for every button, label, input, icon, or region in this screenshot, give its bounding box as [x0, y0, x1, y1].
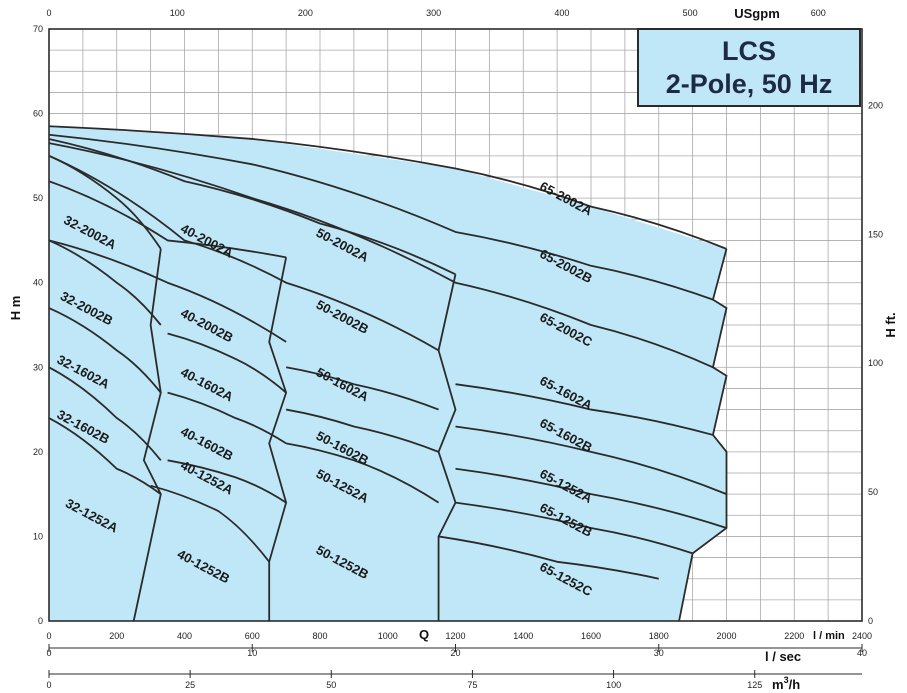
tick-label-lmin: 200 — [109, 631, 124, 641]
tick-label-lmin: 2200 — [784, 631, 804, 641]
tick-label-m3h: 50 — [326, 680, 336, 690]
tick-label-hft: 0 — [868, 616, 873, 626]
chart-title: LCS — [722, 35, 776, 66]
pump-curve-40-2002A — [48, 180, 287, 259]
tick-label-usgpm: 100 — [170, 8, 185, 18]
unit-usgpm: USgpm — [734, 6, 780, 21]
tick-label-m3h: 75 — [467, 680, 477, 690]
tick-label-lmin: 600 — [245, 631, 260, 641]
tick-label-hm: 10 — [33, 531, 43, 541]
coverage-area — [49, 126, 727, 621]
pump-curves — [48, 125, 728, 622]
tick-label-usgpm: 400 — [554, 8, 569, 18]
tick-label-m3h: 125 — [747, 680, 762, 690]
tick-label-lmin: 800 — [312, 631, 327, 641]
tick-label-usgpm: 300 — [426, 8, 441, 18]
pump-curve-40-1252A — [167, 459, 287, 504]
pump-curve-65-1602B — [455, 425, 727, 495]
pump-curve-65-1252A — [455, 467, 727, 529]
pump-curve-50-1602A — [285, 366, 439, 411]
pump-curve-50-2002A — [48, 138, 456, 276]
tick-label-lmin: 400 — [177, 631, 192, 641]
pump-curve-65-2002B — [48, 133, 714, 301]
tick-label-usgpm: 500 — [683, 8, 698, 18]
tick-label-hft: 150 — [868, 229, 883, 239]
tick-label-lmin: 1400 — [513, 631, 533, 641]
pump-curve-40-1252B — [150, 484, 270, 563]
tick-label-lmin: 1000 — [378, 631, 398, 641]
tick-label-lsec: 0 — [46, 648, 51, 658]
unit-lsec: l / sec — [765, 649, 801, 664]
tick-label-hm: 40 — [33, 278, 43, 288]
tick-label-hft: 200 — [868, 100, 883, 110]
tick-label-m3h: 0 — [46, 680, 51, 690]
tick-label-lmin: 1200 — [445, 631, 465, 641]
unit-m3h: m3/h — [772, 675, 800, 692]
tick-label-usgpm: 0 — [46, 8, 51, 18]
pump-curve-40-1602B — [167, 391, 287, 445]
pump-curve-40-2002B — [48, 239, 287, 343]
y-axis-title-left: H m — [8, 296, 23, 321]
tick-label-lsec: 30 — [654, 648, 664, 658]
unit-lmin: l / min — [813, 630, 845, 642]
q-marker-label: Q — [419, 627, 429, 642]
tick-label-usgpm: 200 — [298, 8, 313, 18]
coverage-fill — [49, 126, 727, 621]
tick-label-usgpm: 600 — [811, 8, 826, 18]
tick-label-lsec: 10 — [247, 648, 257, 658]
tick-label-hm: 30 — [33, 362, 43, 372]
pump-curve-32-2002A — [48, 155, 162, 250]
tick-label-hm: 70 — [33, 24, 43, 34]
size-boundary — [678, 248, 728, 622]
tick-label-lsec: 20 — [450, 648, 460, 658]
pump-curve-32-1602A — [48, 307, 162, 394]
pump-curve-65-1252B — [455, 501, 693, 555]
tick-label-lmin: 1600 — [581, 631, 601, 641]
pump-curve-65-1602A — [455, 383, 714, 436]
plot-frame — [48, 28, 863, 622]
y-axis-title-right: H ft. — [883, 312, 898, 337]
tick-label-lmin: 0 — [46, 631, 51, 641]
pump-curve-40-1602A — [167, 332, 287, 394]
pump-curve-50-1602B — [285, 408, 439, 453]
tick-label-m3h: 25 — [185, 680, 195, 690]
chart-title-box: LCS 2-Pole, 50 Hz — [637, 28, 861, 107]
pump-curve-65-1252C — [438, 535, 659, 580]
size-boundary — [132, 248, 162, 622]
chart-subtitle: 2-Pole, 50 Hz — [665, 68, 833, 99]
pump-curve-65-2002C — [48, 142, 714, 369]
pump-curve-32-2002B — [48, 239, 162, 326]
tick-label-hft: 50 — [868, 487, 878, 497]
pump-curve-32-1252A — [48, 417, 162, 495]
tick-label-lmin: 1800 — [649, 631, 669, 641]
tick-label-lsec: 40 — [857, 648, 867, 658]
tick-label-hft: 100 — [868, 358, 883, 368]
tick-label-hm: 50 — [33, 193, 43, 203]
tick-label-lmin: 2400 — [852, 631, 872, 641]
axes: 0 200 400 600 800 1000 1200 1400 1600 1800 2000 220… — [33, 6, 883, 692]
pump-curve-50-1252A — [285, 442, 440, 504]
pump-curve-65-2002A — [48, 125, 727, 250]
tick-label-m3h: 100 — [606, 680, 621, 690]
tick-label-hm: 60 — [33, 109, 43, 119]
pump-curve-50-2002B — [48, 155, 440, 352]
tick-label-hm: 0 — [38, 616, 43, 626]
pump-curve-32-1602B — [48, 366, 162, 461]
tick-label-lmin: 2000 — [716, 631, 736, 641]
tick-label-hm: 20 — [33, 447, 43, 457]
